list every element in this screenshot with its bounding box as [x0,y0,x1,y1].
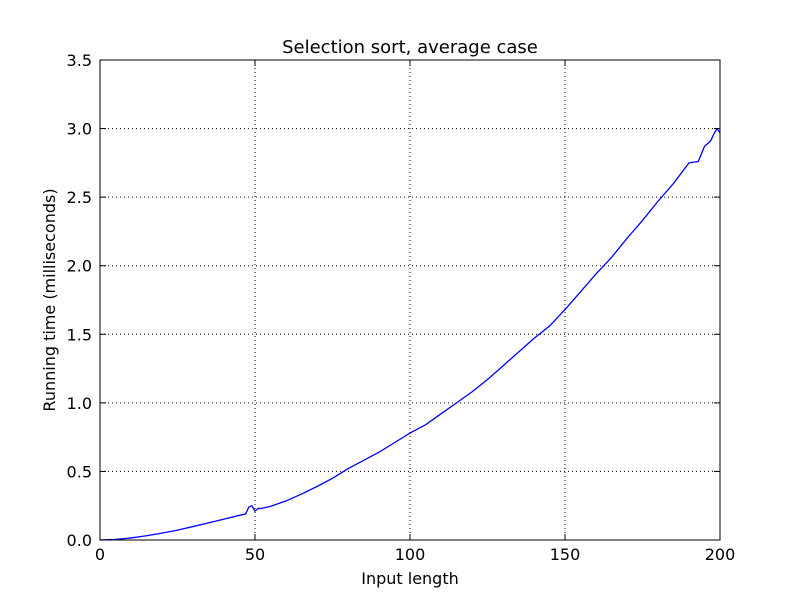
y-axis-label: Running time (milliseconds) [40,188,59,411]
x-tick-label: 200 [705,545,736,564]
x-tick-label: 50 [245,545,265,564]
x-axis-label: Input length [361,569,459,588]
x-tick-label: 150 [550,545,581,564]
series-line [99,127,721,541]
y-tick-label: 0.0 [67,531,92,550]
y-tick-label: 2.5 [67,188,92,207]
series-layer [99,127,721,541]
grid [100,60,720,540]
y-tick-label: 3.0 [67,120,92,139]
y-tick-label: 1.0 [67,394,92,413]
axis-ticks: 0 50 100 150 200 0.0 0.5 1.0 1.5 2.0 2.5 3.0 3.5 [67,51,736,564]
x-tick-label: 0 [95,545,105,564]
y-tick-label: 1.5 [67,325,92,344]
y-tick-label: 0.5 [67,462,92,481]
x-tick-label: 100 [395,545,426,564]
chart-title: Selection sort, average case [282,37,538,58]
y-tick-label: 2.0 [67,257,92,276]
y-tick-label: 3.5 [67,51,92,70]
